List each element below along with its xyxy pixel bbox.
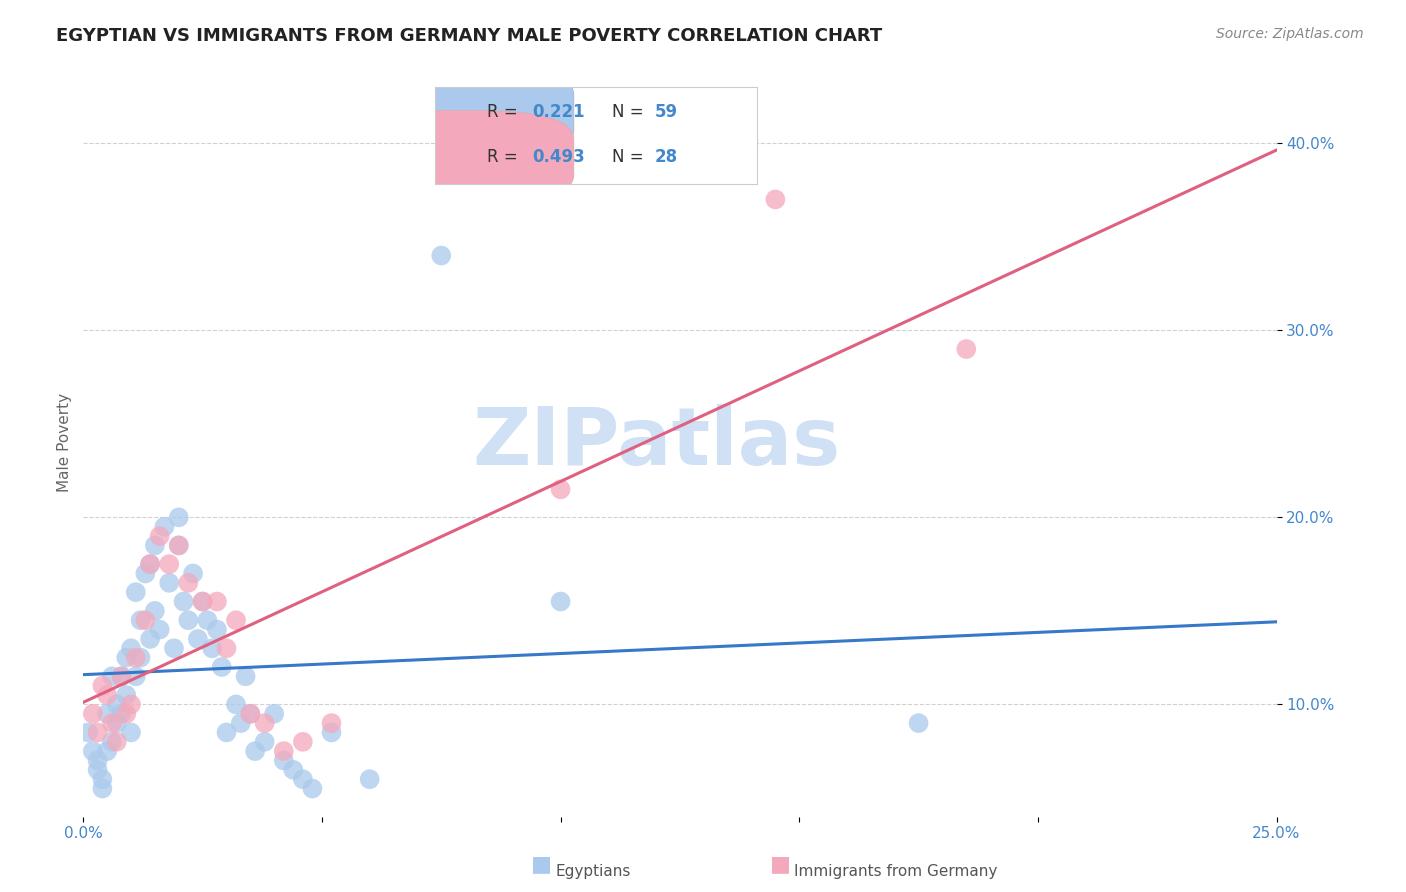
Point [86,725,108,739]
Point [101,735,124,749]
Point [149,623,172,637]
Y-axis label: Male Poverty: Male Poverty [58,393,72,492]
Point [273,754,295,768]
Point [167,538,190,552]
Point [225,698,247,712]
Point [120,725,142,739]
Point [197,613,219,627]
Point [243,744,266,758]
Point [96,706,118,721]
Point [359,772,381,787]
Point [291,772,314,787]
Point [157,557,180,571]
Point [167,510,190,524]
Point [763,193,786,207]
Point [253,735,276,749]
Point [187,632,209,646]
Point [215,725,238,739]
Point [91,772,114,787]
Point [115,688,138,702]
Point [173,594,195,608]
Point [157,575,180,590]
Point [82,744,104,758]
Point [129,613,152,627]
Point [149,529,172,543]
Point [115,650,138,665]
Point [550,594,572,608]
Point [101,716,124,731]
Text: Immigrants from Germany: Immigrants from Germany [794,863,998,879]
Point [91,679,114,693]
Point [191,594,214,608]
Point [321,725,343,739]
Point [550,483,572,497]
Point [163,641,186,656]
Point [239,706,262,721]
Point [430,248,453,262]
Point [253,716,276,731]
Point [96,744,118,758]
Point [201,641,224,656]
Point [120,698,142,712]
Point [229,716,252,731]
Point [191,594,214,608]
Point [82,706,104,721]
Point [239,706,262,721]
Text: ■: ■ [770,855,790,874]
Point [225,613,247,627]
Point [263,706,285,721]
Point [125,650,148,665]
Point [235,669,257,683]
Point [215,641,238,656]
Point [120,641,142,656]
Point [139,632,162,646]
Point [177,613,200,627]
Point [955,342,977,356]
Point [134,566,156,581]
Point [125,585,148,599]
Point [321,716,343,731]
Point [153,519,176,533]
Point [139,557,162,571]
Point [91,781,114,796]
Point [105,735,128,749]
Point [205,594,228,608]
Point [77,725,100,739]
Point [291,735,314,749]
Text: ZIPatlas: ZIPatlas [472,403,841,482]
Point [205,623,228,637]
Point [273,744,295,758]
Point [143,538,166,552]
Point [211,660,233,674]
Point [110,706,132,721]
Point [110,669,132,683]
Point [105,716,128,731]
Point [134,613,156,627]
Point [181,566,204,581]
Point [105,698,128,712]
Text: Source: ZipAtlas.com: Source: ZipAtlas.com [1216,27,1364,41]
Text: ■: ■ [531,855,551,874]
Point [129,650,152,665]
Point [86,763,108,777]
Point [101,669,124,683]
Text: EGYPTIAN VS IMMIGRANTS FROM GERMANY MALE POVERTY CORRELATION CHART: EGYPTIAN VS IMMIGRANTS FROM GERMANY MALE… [56,27,883,45]
Point [301,781,323,796]
Point [907,716,929,731]
Point [167,538,190,552]
Point [125,669,148,683]
Point [86,754,108,768]
Point [177,575,200,590]
Point [283,763,305,777]
Text: Egyptians: Egyptians [555,863,631,879]
Point [110,669,132,683]
Point [96,688,118,702]
Point [139,557,162,571]
Point [143,604,166,618]
Point [115,706,138,721]
